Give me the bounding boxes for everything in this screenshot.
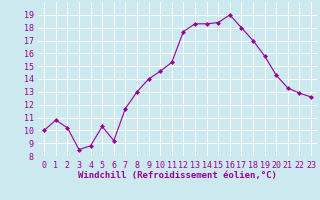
X-axis label: Windchill (Refroidissement éolien,°C): Windchill (Refroidissement éolien,°C) (78, 171, 277, 180)
